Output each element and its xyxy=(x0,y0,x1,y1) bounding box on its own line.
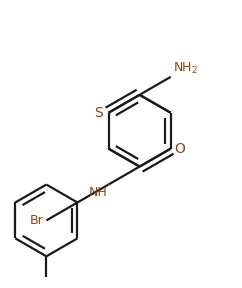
Text: O: O xyxy=(175,142,186,156)
Text: NH$_2$: NH$_2$ xyxy=(173,60,198,75)
Text: S: S xyxy=(94,106,103,120)
Text: Br: Br xyxy=(30,214,43,227)
Text: NH: NH xyxy=(89,186,107,199)
